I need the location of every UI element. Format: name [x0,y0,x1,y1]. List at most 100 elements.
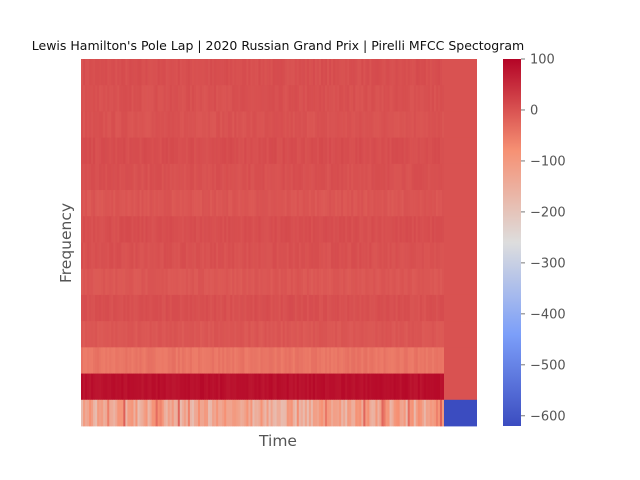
heatmap-cell [399,190,403,217]
heatmap-cell [135,321,138,348]
heatmap-cell [345,268,348,296]
heatmap-cell [230,294,233,322]
heatmap-cell [310,163,314,191]
heatmap-cell [91,163,94,191]
heatmap-cell [149,59,152,86]
heatmap-cell [99,216,102,243]
heatmap-cell [181,163,185,191]
heatmap-cell [208,373,211,401]
heatmap-cell [214,399,217,427]
heatmap-cell [220,294,223,322]
heatmap-cell [323,268,326,296]
heatmap-cell [214,373,217,401]
heatmap-cell [411,85,415,112]
heatmap-cell [169,347,173,374]
heatmap-cell [339,59,342,86]
heatmap-cell [439,216,443,243]
heatmap-cell [105,137,108,165]
heatmap-cell [85,163,88,191]
heatmap-cell [304,294,308,322]
heatmap-cell [218,137,221,165]
heatmap-cell [391,347,394,374]
heatmap-cell [206,85,209,112]
heatmap-cell [300,190,304,217]
heatmap-cell [276,268,280,296]
heatmap-cell [284,242,288,270]
heatmap-cell [353,399,356,427]
heatmap-cell [244,137,247,165]
heatmap-cell [147,399,150,427]
heatmap-cell [238,190,241,217]
heatmap-cell [103,59,106,86]
heatmap-cell [119,347,122,374]
heatmap-cell [310,294,314,322]
heatmap-cell [238,399,241,427]
heatmap-cell [415,268,419,296]
heatmap-cell [161,347,165,374]
heatmap-cell [401,242,405,270]
heatmap-cell [401,399,405,427]
heatmap-cell [353,137,356,165]
heatmap-cell [306,137,310,165]
heatmap-cell [127,268,130,296]
heatmap-cell [127,163,130,191]
heatmap-cell [347,373,350,401]
heatmap-cell [204,137,207,165]
heatmap-cell [145,59,148,86]
heatmap-cell [244,347,247,374]
heatmap-silent-cell [444,399,477,427]
heatmap-cell [417,137,421,165]
heatmap-cell [87,399,90,427]
heatmap-cell [391,163,394,191]
heatmap-cell [129,347,132,374]
heatmap-cell [276,216,280,243]
heatmap-cell [274,163,278,191]
heatmap-cell [312,268,316,296]
heatmap-cell [306,373,310,401]
heatmap-cell [224,294,227,322]
heatmap-cell [429,373,433,401]
heatmap-cell [306,242,310,270]
heatmap-cell [183,163,187,191]
heatmap-cell [157,111,161,139]
heatmap-cell [389,137,392,165]
heatmap-cell [399,373,403,401]
heatmap-cell [204,216,207,243]
heatmap-cell [157,347,161,374]
heatmap-cell [139,347,142,374]
heatmap-cell [195,399,199,427]
heatmap-cell [258,59,261,86]
heatmap-cell [189,268,193,296]
heatmap-cell [242,111,245,139]
heatmap-cell [387,163,390,191]
heatmap-cell [425,268,429,296]
heatmap-cell [274,137,278,165]
heatmap-cell [357,85,360,112]
heatmap-cell [327,137,330,165]
heatmap-cell [250,163,253,191]
heatmap-cell [97,373,100,401]
heatmap-cell [320,399,324,427]
heatmap-cell [290,321,294,348]
heatmap-cell [169,137,173,165]
heatmap-cell [91,347,94,374]
heatmap-cell [413,321,417,348]
heatmap-cell [218,242,221,270]
heatmap-cell [212,111,215,139]
heatmap-cell [254,190,257,217]
heatmap-cell [395,242,399,270]
heatmap-cell [421,111,425,139]
heatmap-cell [290,59,294,86]
heatmap-cell [439,242,443,270]
heatmap-cell [127,399,130,427]
heatmap-cell [147,242,150,270]
heatmap-cell [341,163,344,191]
heatmap-cell [193,137,197,165]
heatmap-cell [290,399,294,427]
heatmap-cell [89,321,92,348]
heatmap-cell [333,111,336,139]
heatmap-cell [139,216,142,243]
heatmap-cell [375,59,378,86]
heatmap-cell [310,190,314,217]
heatmap-cell [91,294,94,322]
